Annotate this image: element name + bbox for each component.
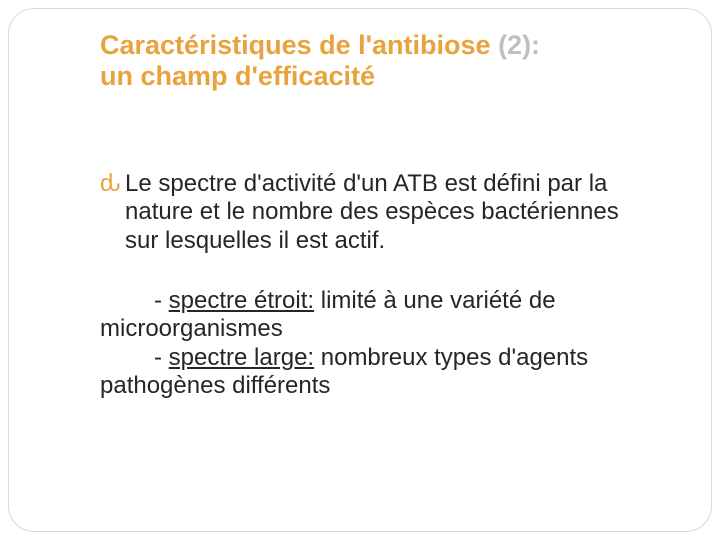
slide: Caractéristiques de l'antibiose (2): un … xyxy=(0,0,720,540)
title-line2: un champ d'efficacité xyxy=(100,61,375,91)
dash1: - xyxy=(154,287,169,314)
slide-title: Caractéristiques de l'antibiose (2): un … xyxy=(100,30,660,92)
bullet-glyph-icon: ԃ xyxy=(100,170,121,198)
title-line1-main: Caractéristiques de l'antibiose xyxy=(100,30,498,60)
slide-body: ԃ Le spectre d'activité d'un ATB est déf… xyxy=(100,170,650,400)
para1-text: Le spectre d'activité d'un ATB est défin… xyxy=(125,170,650,255)
title-line1-paren: (2): xyxy=(498,30,540,60)
term-spectre-large: spectre large: xyxy=(169,344,314,371)
bullet-item: ԃ Le spectre d'activité d'un ATB est déf… xyxy=(100,170,650,255)
dash2: - xyxy=(154,344,169,371)
term-spectre-etroit: spectre étroit: xyxy=(169,287,314,314)
para2: - spectre étroit: limité à une variété d… xyxy=(100,287,650,400)
